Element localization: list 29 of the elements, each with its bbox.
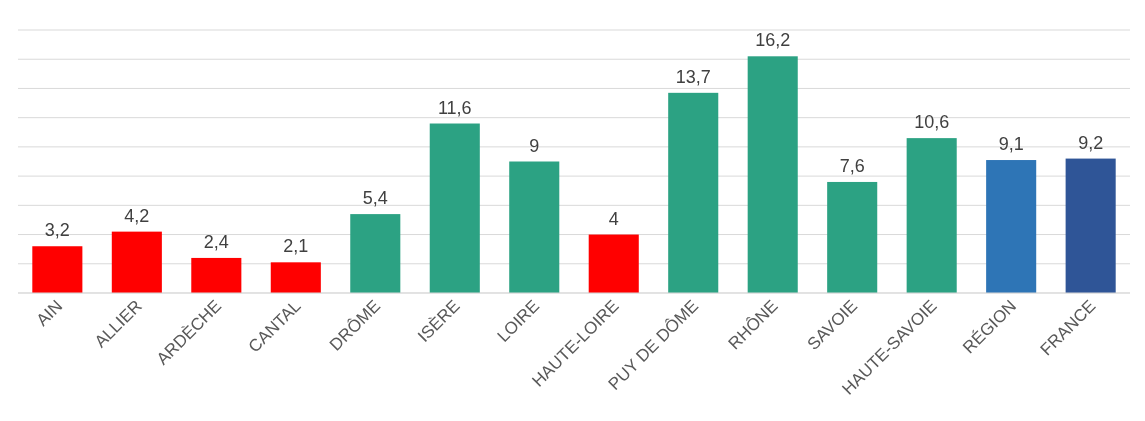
data-label: 5,4 [362,188,388,209]
data-label: 16,2 [755,30,791,51]
bar [270,262,321,293]
bar [827,181,878,293]
data-label: 13,7 [675,66,711,87]
bar [429,123,480,293]
x-tick-label: AIN [32,296,67,330]
bar [111,231,162,293]
data-label: 3,2 [44,220,70,241]
bar [588,234,639,293]
bar [1065,158,1116,293]
data-label: 11,6 [437,97,472,118]
data-label: 2,4 [203,231,229,252]
bar [668,92,719,293]
data-label: 7,6 [839,155,865,176]
bar [350,214,401,293]
data-label: 9,2 [1078,132,1104,153]
data-label: 9 [529,135,540,156]
data-label: 4 [608,208,619,229]
data-label: 2,1 [283,236,309,257]
bar [906,138,957,293]
data-label: 10,6 [914,112,950,133]
bar [509,161,560,293]
bar [986,160,1037,293]
data-label: 9,1 [998,134,1024,155]
bar [747,56,798,293]
bar [191,257,242,293]
data-label: 4,2 [124,205,150,226]
bar [32,246,83,293]
